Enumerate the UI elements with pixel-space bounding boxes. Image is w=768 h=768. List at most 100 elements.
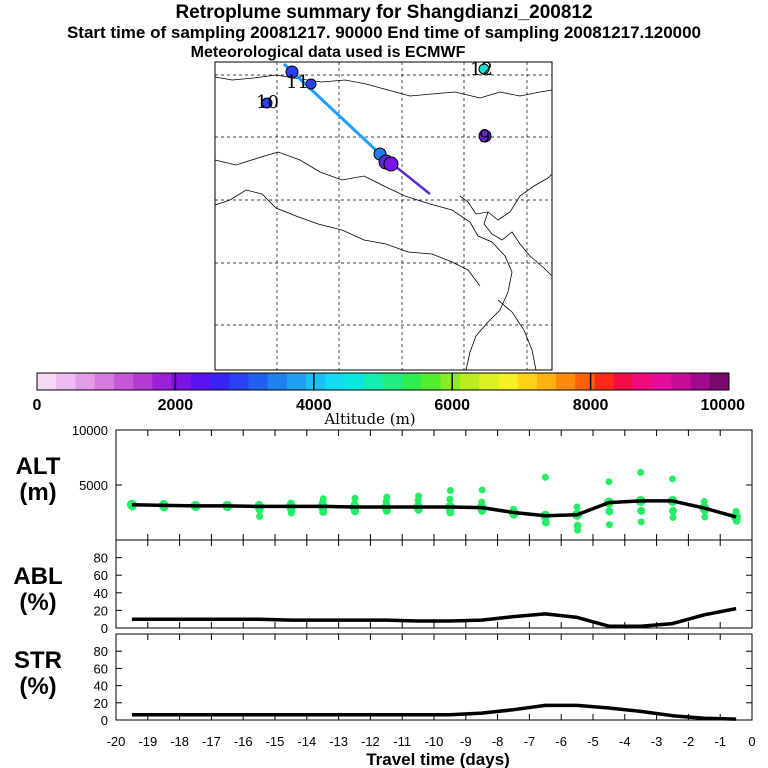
- x-tick-label: -3: [651, 734, 663, 749]
- map-panel: 10 11 12 9: [214, 59, 553, 371]
- altitude-scatter-point: [669, 513, 677, 521]
- map-frame: [214, 61, 553, 371]
- y-tick-label: 0: [101, 621, 108, 636]
- y-tick-label: 40: [94, 586, 108, 601]
- colorbar-swatch: [344, 373, 365, 390]
- colorbar-tick-label: 0: [33, 397, 42, 414]
- altitude-scatter-point: [541, 518, 550, 527]
- colorbar-swatch: [248, 373, 268, 390]
- x-tick-label: -19: [138, 734, 157, 749]
- altitude-scatter-point: [256, 512, 264, 520]
- x-axis-ticks: -20 -19 -18 -17 -16 -15 -14 -13 -12 -11 -10 -9 -8 -7-…: [107, 734, 756, 749]
- colorbar-swatch: [652, 373, 672, 390]
- plume-centroid-marker: [478, 63, 490, 75]
- colorbar-swatch: [306, 373, 326, 390]
- altitude-scatter-point: [446, 495, 454, 503]
- x-tick-label: -18: [170, 734, 189, 749]
- colorbar-tick-label: 6000: [434, 397, 470, 414]
- x-tick-label: -5: [587, 734, 599, 749]
- colorbar-swatch: [440, 373, 461, 390]
- colorbar-tick-label: 2000: [158, 397, 194, 414]
- abl-series-line: [131, 606, 737, 628]
- altitude-scatter-point: [700, 498, 708, 505]
- x-tick-label: -10: [425, 734, 444, 749]
- panel-frame: [115, 633, 753, 721]
- altitude-scatter-point: [319, 495, 327, 503]
- altitude-scatter-point: [573, 503, 581, 511]
- altitude-scatter-point: [574, 526, 582, 534]
- altitude-scatter-point: [287, 509, 295, 517]
- colorbar-tick-label: 8000: [573, 397, 609, 414]
- str-panel: 80 60 40 20 0: [94, 633, 753, 728]
- colorbar-swatch: [479, 373, 499, 390]
- x-tick-label: -9: [460, 734, 472, 749]
- x-tick-label: -12: [361, 734, 380, 749]
- colorbar-axis-label: Altitude (m): [323, 410, 415, 428]
- colorbar-swatch: [594, 373, 614, 390]
- colorbar-frame: [36, 372, 730, 391]
- x-tick-label: -2: [683, 734, 695, 749]
- alt-panel-label: ALT (m): [0, 454, 78, 506]
- altitude-colorbar: 0 2000 4000 6000 8000 10000: [33, 372, 745, 414]
- y-tick-label: 60: [94, 661, 108, 676]
- colorbar-swatch: [556, 373, 576, 390]
- alt-series-line: [131, 499, 737, 519]
- x-tick-label: -15: [266, 734, 285, 749]
- str-unit: (%): [19, 673, 57, 700]
- str-label: STR: [14, 647, 62, 674]
- abl-label: ABL: [13, 563, 63, 590]
- map-gridlines: [215, 62, 552, 370]
- altitude-scatter-point: [605, 521, 613, 529]
- str-series-line: [131, 703, 737, 721]
- altitude-scatter-point: [637, 518, 645, 526]
- trajectory-segment-blue: [282, 62, 382, 156]
- altitude-scatter-point: [701, 513, 709, 521]
- altitude-scatter-point: [319, 507, 328, 516]
- plume-centroid-marker: [478, 129, 492, 143]
- colorbar-swatch: [94, 373, 115, 390]
- y-tick-label: 40: [94, 679, 108, 694]
- colorbar-swatch: [671, 373, 691, 390]
- colorbar-swatch: [383, 373, 403, 390]
- panel-frame: [115, 429, 753, 541]
- abl-panel-label: ABL (%): [0, 564, 78, 616]
- altitude-scatter-point: [637, 506, 646, 515]
- colorbar-swatch: [632, 373, 653, 390]
- x-tick-label: -11: [393, 734, 411, 749]
- altitude-scatter-point: [478, 498, 486, 506]
- altitude-scatter-point: [605, 478, 613, 486]
- y-tick-label: 20: [94, 696, 108, 711]
- alt-panel: 10000 5000: [72, 423, 753, 541]
- x-tick-label: -14: [297, 734, 316, 749]
- colorbar-swatch: [113, 373, 134, 390]
- colorbar-swatch: [325, 373, 345, 390]
- colorbar-swatch: [190, 373, 211, 390]
- y-tick-label: 80: [94, 551, 108, 566]
- altitude-scatter-point: [351, 494, 359, 502]
- colorbar-swatch: [75, 373, 95, 390]
- colorbar-swatch: [421, 373, 441, 390]
- plume-centroid-marker: [261, 97, 273, 109]
- met-data-line: Meteorological data used is ECMWF: [190, 44, 466, 61]
- colorbar-swatch: [498, 373, 518, 390]
- sampling-time-line: Start time of sampling 20081217. 90000 E…: [66, 23, 702, 42]
- colorbar-tick-label: 4000: [296, 397, 332, 414]
- y-tick-label: 10000: [72, 423, 108, 438]
- x-tick-label: -6: [555, 734, 567, 749]
- y-tick-label: 80: [94, 644, 108, 659]
- altitude-scatter-point: [382, 506, 391, 515]
- y-tick-label: 0: [101, 713, 108, 728]
- x-tick-label: -13: [329, 734, 348, 749]
- y-tick-label: 20: [94, 603, 108, 618]
- colorbar-swatch: [37, 373, 57, 390]
- map-label: 9: [479, 126, 490, 147]
- map-label: 12: [470, 59, 493, 80]
- altitude-scatter-point: [637, 468, 645, 476]
- plume-centroid-marker: [383, 156, 399, 172]
- altitude-scatter-point: [669, 475, 676, 483]
- colorbar-swatch: [363, 373, 384, 390]
- x-tick-label: -20: [107, 734, 126, 749]
- colorbar-swatch: [152, 373, 172, 390]
- abl-unit: (%): [19, 589, 57, 616]
